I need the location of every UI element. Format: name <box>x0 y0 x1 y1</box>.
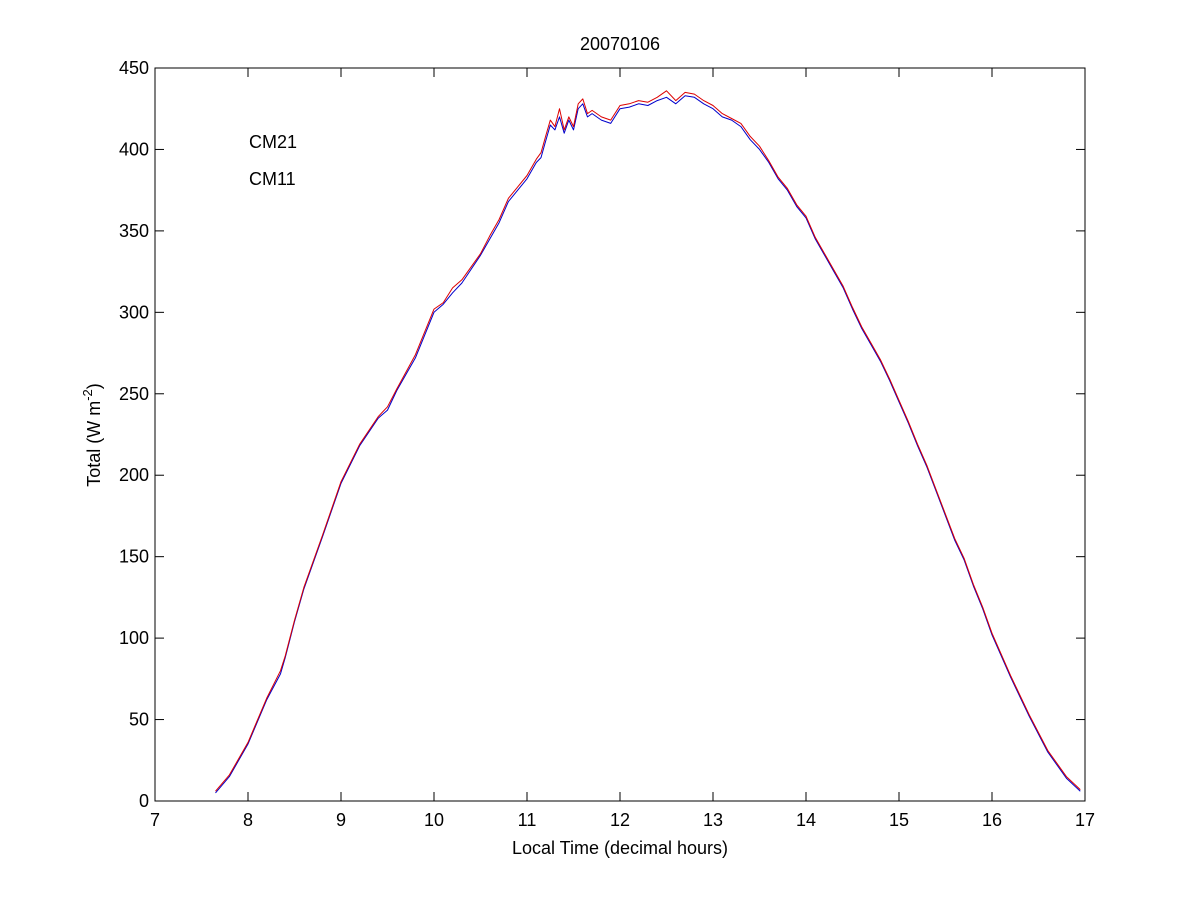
x-tick-label: 17 <box>1075 810 1095 830</box>
y-axis-title: Total (W m-2) <box>80 383 104 487</box>
y-tick-label: 300 <box>119 302 149 322</box>
y-tick-label: 450 <box>119 58 149 78</box>
y-tick-label: 50 <box>129 710 149 730</box>
y-tick-label: 0 <box>139 791 149 811</box>
y-tick-label: 350 <box>119 221 149 241</box>
y-tick-label: 200 <box>119 465 149 485</box>
x-tick-label: 15 <box>889 810 909 830</box>
series-layer <box>215 90 1081 794</box>
series-line-cm11 <box>215 90 1081 792</box>
x-axis: 7 8 9 10 11 12 13 14 15 16 17 <box>150 68 1095 830</box>
legend-entry-cm11: CM11 <box>249 169 296 189</box>
x-tick-label: 16 <box>982 810 1002 830</box>
y-tick-label: 400 <box>119 139 149 159</box>
x-tick-label: 14 <box>796 810 816 830</box>
y-tick-label: 250 <box>119 384 149 404</box>
x-tick-label: 10 <box>424 810 444 830</box>
x-tick-label: 7 <box>150 810 160 830</box>
x-tick-label: 11 <box>518 810 537 830</box>
series-line-cm21 <box>215 95 1081 794</box>
chart-title: 20070106 <box>580 34 660 54</box>
x-tick-label: 12 <box>610 810 630 830</box>
y-axis-title-superscript: -2 <box>80 389 95 401</box>
legend-entry-cm21: CM21 <box>249 132 297 152</box>
y-axis-title-main: Total (W m <box>84 401 104 487</box>
y-axis-title-close: ) <box>84 383 104 389</box>
x-tick-label: 9 <box>336 810 346 830</box>
x-tick-label: 8 <box>243 810 253 830</box>
x-tick-label: 13 <box>703 810 723 830</box>
x-axis-title: Local Time (decimal hours) <box>512 838 728 858</box>
y-tick-label: 100 <box>119 628 149 648</box>
y-tick-label: 150 <box>119 547 149 567</box>
legend: CM21 CM11 <box>249 132 297 189</box>
y-axis: 0 50 100 150 200 250 300 350 400 450 <box>119 58 1085 811</box>
